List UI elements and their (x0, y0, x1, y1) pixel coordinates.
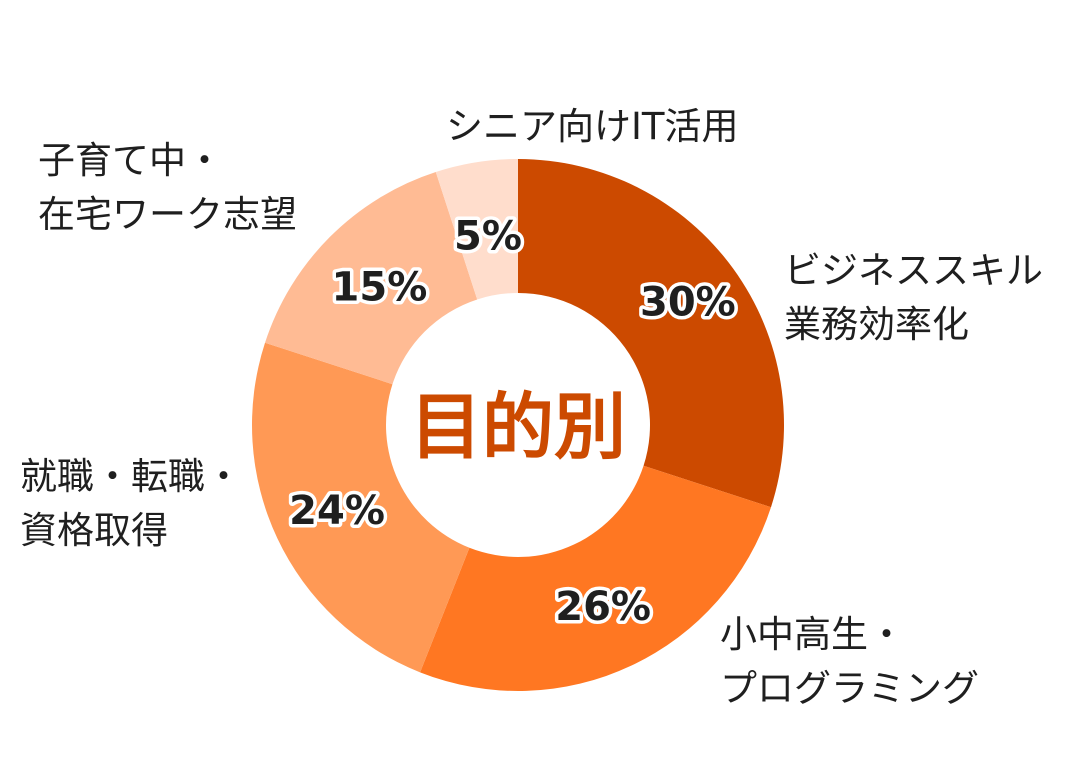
donut-slice-remote-work (265, 172, 478, 385)
category-label-career: 就職・転職・ 資格取得 (20, 450, 242, 558)
category-label-line: 業務効率化 (784, 303, 969, 346)
donut-slices (251, 159, 784, 692)
percent-label-career: 24% (289, 488, 385, 534)
category-label-line: 小中高生・ (720, 613, 905, 656)
percent-label-programming: 26% (555, 584, 651, 630)
chart-title: 目的別 (410, 385, 626, 469)
category-label-line: 就職・転職・ (20, 455, 242, 498)
percent-label-business-skill: 30% (640, 280, 736, 326)
category-label-senior-it: シニア向けIT活用 (446, 100, 739, 154)
category-label-line: ビジネススキル (784, 249, 1043, 292)
percent-labels: 30% 26% 24% 15% 5% (286, 210, 740, 634)
category-label-remote-work: 子育て中・ 在宅ワーク志望 (38, 134, 297, 242)
donut-slice-career (251, 342, 470, 673)
category-label-programming: 小中高生・ プログラミング (720, 608, 979, 716)
category-label-line: 資格取得 (20, 509, 168, 552)
category-label-line: シニア向けIT活用 (446, 105, 739, 148)
category-label-line: 在宅ワーク志望 (38, 193, 297, 236)
percent-label-remote-work: 15% (332, 264, 428, 310)
donut-slice-senior-it (435, 159, 518, 300)
donut-slice-business-skill (518, 159, 784, 508)
percent-label-senior-it: 5% (454, 213, 522, 259)
donut-slice-programming (420, 465, 771, 692)
category-label-business-skill: ビジネススキル 業務効率化 (784, 244, 1043, 352)
category-label-line: 子育て中・ (38, 139, 223, 182)
category-label-line: プログラミング (720, 667, 979, 710)
